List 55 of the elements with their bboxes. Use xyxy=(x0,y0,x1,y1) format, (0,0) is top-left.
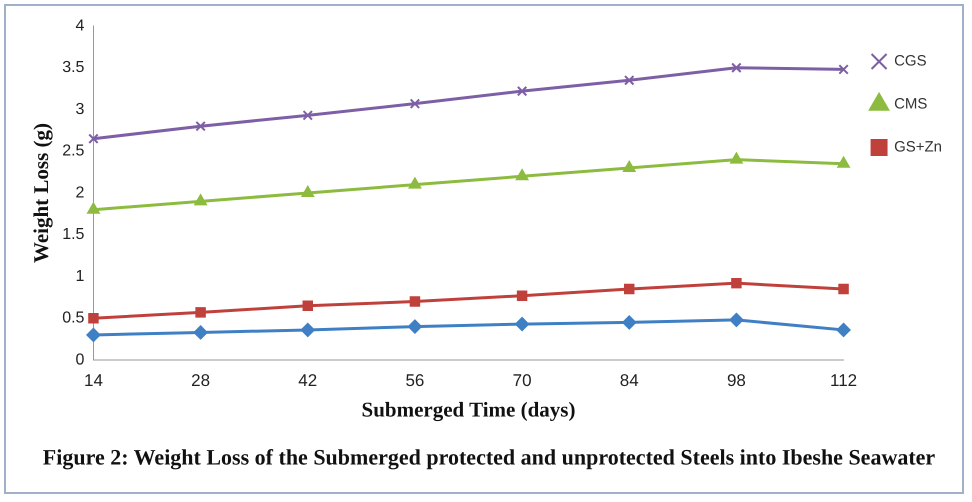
point xyxy=(516,169,528,180)
point xyxy=(194,325,208,340)
point xyxy=(302,186,314,197)
y-tick-label: 2.5 xyxy=(62,142,85,160)
y-tick-label: 1.5 xyxy=(62,226,85,244)
point xyxy=(837,156,850,168)
x-tick-label: 56 xyxy=(405,370,424,390)
y-tick-label: 2 xyxy=(76,184,85,202)
y-tick-label: 0.5 xyxy=(62,310,85,327)
point xyxy=(88,133,99,144)
point xyxy=(624,75,634,86)
point xyxy=(408,320,422,334)
point xyxy=(731,62,742,73)
point xyxy=(86,328,100,342)
point xyxy=(87,202,100,214)
x-tick-label: 42 xyxy=(298,370,318,390)
point xyxy=(623,160,636,172)
x-tick-label: 112 xyxy=(830,370,858,390)
point xyxy=(195,120,206,132)
point xyxy=(838,284,849,294)
point xyxy=(836,322,851,337)
y-axis-title: Weight Loss (g) xyxy=(29,122,54,264)
y-tick-label: 3.5 xyxy=(62,59,85,76)
point xyxy=(410,98,420,109)
point xyxy=(622,315,636,330)
y-tick-label: 3 xyxy=(76,100,85,118)
point xyxy=(838,64,849,75)
y-tick-label: 0 xyxy=(76,351,85,368)
point xyxy=(194,194,207,206)
point xyxy=(516,290,528,301)
legend-label: CMS xyxy=(894,96,928,113)
point xyxy=(408,178,422,189)
point xyxy=(302,300,314,311)
point xyxy=(515,317,530,332)
x-tick-label: 98 xyxy=(726,370,746,390)
x-tick-label: 14 xyxy=(84,370,103,390)
point xyxy=(731,278,742,288)
point xyxy=(88,313,99,324)
x-tick-label: 28 xyxy=(191,370,210,390)
point xyxy=(729,312,744,327)
point xyxy=(624,284,634,294)
point xyxy=(410,296,420,307)
legend-label: CGS xyxy=(894,52,927,70)
x-tick-label: 84 xyxy=(620,370,639,390)
text: Figure 2: Weight Loss of the Submerged protected and unprotected Steels into Ibeshe Seawater xyxy=(42,444,936,470)
point xyxy=(516,86,528,96)
point xyxy=(730,152,743,164)
y-tick-label: 1 xyxy=(76,268,85,285)
legend-label: GS+Zn xyxy=(894,138,942,156)
y-tick-label: 4 xyxy=(76,17,85,34)
x-tick-label: 70 xyxy=(512,370,532,390)
point xyxy=(302,110,314,121)
point xyxy=(195,307,206,318)
x-axis-title: Submerged Time (days) xyxy=(362,397,576,422)
point xyxy=(300,322,315,337)
